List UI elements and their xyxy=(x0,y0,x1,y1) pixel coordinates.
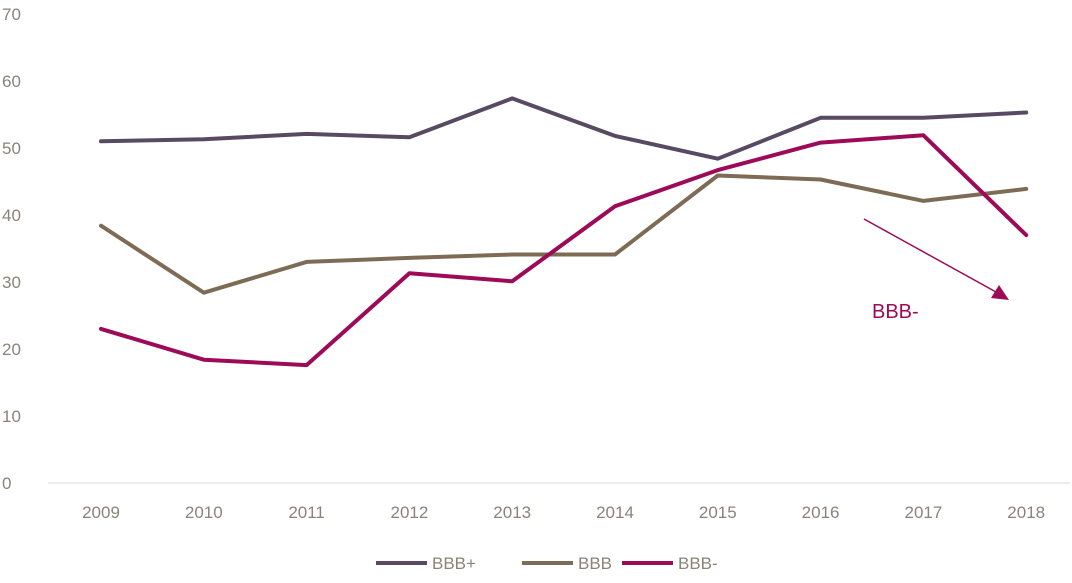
x-tick-label: 2017 xyxy=(904,503,942,522)
series-line-bbbminus xyxy=(99,133,1029,368)
y-tick-label: 60 xyxy=(2,72,21,91)
y-tick-label: 0 xyxy=(2,474,11,493)
legend: BBB+ BBB BBB- xyxy=(376,554,718,573)
series-lines xyxy=(99,96,1029,368)
y-tick-label: 70 xyxy=(2,5,21,24)
x-tick-label: 2018 xyxy=(1007,503,1045,522)
series-line-bbb xyxy=(99,173,1029,295)
x-tick-label: 2016 xyxy=(802,503,840,522)
y-tick-label: 30 xyxy=(2,273,21,292)
x-tick-label: 2010 xyxy=(185,503,223,522)
x-tick-label: 2014 xyxy=(596,503,634,522)
x-tick-label: 2013 xyxy=(493,503,531,522)
x-tick-label: 2015 xyxy=(699,503,737,522)
x-tick-label: 2012 xyxy=(390,503,428,522)
y-tick-label: 20 xyxy=(2,340,21,359)
trend-arrow-line xyxy=(863,218,997,293)
legend-label: BBB- xyxy=(678,554,718,573)
x-tick-label: 2011 xyxy=(288,503,325,522)
y-tick-label: 40 xyxy=(2,206,21,225)
y-tick-label: 10 xyxy=(2,407,21,426)
trend-arrow-head xyxy=(991,285,1009,300)
legend-label: BBB xyxy=(578,554,612,573)
legend-label: BBB+ xyxy=(432,554,476,573)
annotation-label: BBB- xyxy=(872,301,919,323)
annotation: BBB- xyxy=(863,218,1009,323)
y-tick-label: 50 xyxy=(2,139,21,158)
x-tick-label: 2009 xyxy=(82,503,120,522)
series-line-bbbplus xyxy=(99,96,1029,161)
axes: 0 10 20 30 40 50 60 70 2009 2010 2011 2012 2013 2014 2… xyxy=(2,5,1070,522)
